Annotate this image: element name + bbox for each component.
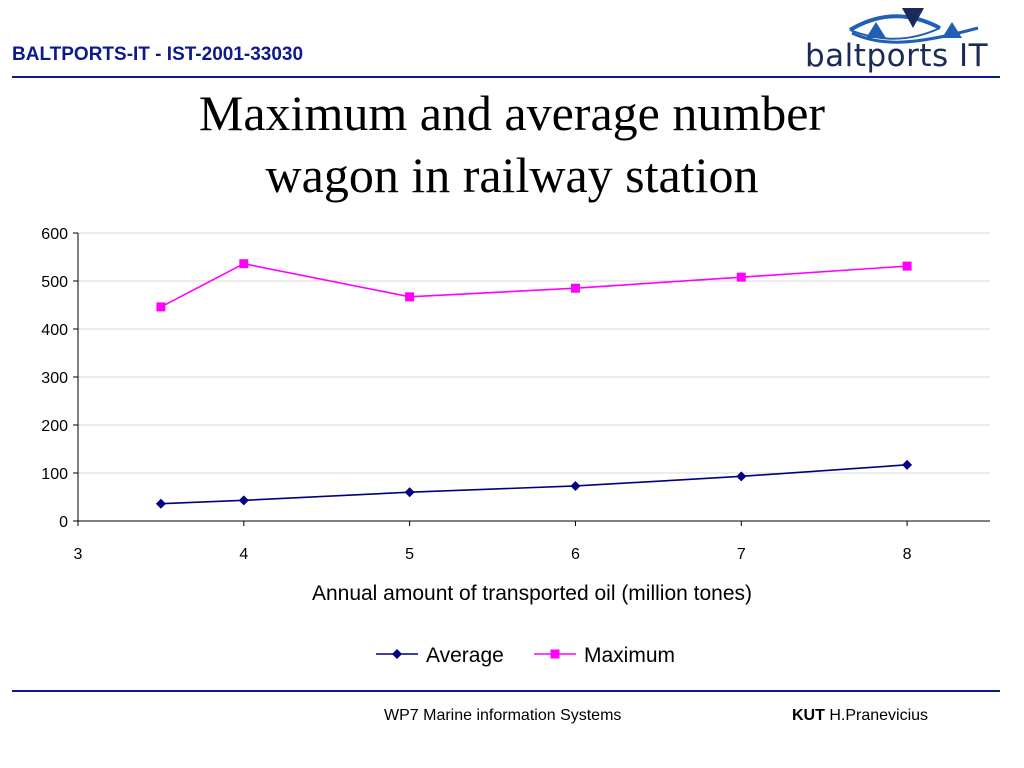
average-point (902, 459, 913, 470)
logo-text: baltports IT (805, 38, 989, 74)
average-point (570, 480, 581, 491)
average-point (238, 495, 249, 506)
y-tick-label: 200 (41, 418, 68, 435)
y-tick-label: 400 (41, 322, 68, 339)
x-tick-label: 5 (405, 546, 414, 563)
maximum-series-line (160, 262, 908, 308)
y-tick-label: 500 (41, 274, 68, 291)
maximum-point (239, 259, 249, 269)
logo-icon (848, 8, 979, 44)
x-tick-label: 8 (903, 546, 912, 563)
footer-author: KUT H.Pranevicius (792, 707, 928, 725)
x-axis-label: Annual amount of transported oil (millio… (312, 582, 752, 605)
maximum-point (736, 272, 746, 282)
average-point (736, 471, 747, 482)
y-tick-label: 100 (41, 466, 68, 483)
average-point (392, 649, 402, 659)
title-line-1: Maximum and average number (198, 85, 826, 141)
project-title: BALTPORTS-IT - IST-2001-33030 (12, 44, 304, 65)
maximum-point (156, 302, 166, 312)
footer-author-name: H.Pranevicius (829, 707, 929, 724)
footer-divider (12, 690, 1000, 692)
title-line-2: wagon in railway station (265, 147, 759, 203)
line-chart: 0 100 200 300 400 500 600 3 4 5 6 7 8 Annual amount o… (41, 226, 990, 667)
maximum-point (550, 649, 560, 659)
x-tick-label: 7 (737, 546, 746, 563)
average-point (404, 487, 415, 498)
maximum-point (570, 283, 580, 293)
page-title: Maximum and average number wagon in rail… (0, 82, 1024, 206)
x-tick-label: 4 (239, 546, 248, 563)
header-divider (12, 76, 1000, 78)
y-tick-label: 0 (59, 514, 68, 531)
maximum-point (405, 292, 415, 302)
footer-workpackage: WP7 Marine information Systems (384, 707, 622, 724)
footer-org: KUT (792, 707, 825, 724)
y-tick-label: 600 (41, 226, 68, 243)
legend-label-maximum: Maximum (584, 644, 675, 667)
average-series-line (160, 464, 908, 505)
x-tick-label: 3 (74, 546, 83, 563)
y-tick-label: 300 (41, 370, 68, 387)
legend-label-average: Average (426, 644, 504, 667)
maximum-point (902, 261, 912, 271)
x-tick-label: 6 (571, 546, 580, 563)
average-point (155, 498, 166, 509)
